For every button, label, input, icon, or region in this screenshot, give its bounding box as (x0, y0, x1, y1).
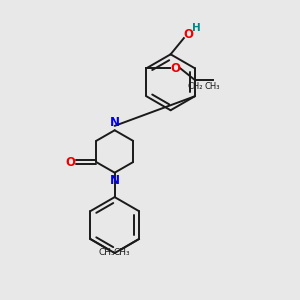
Text: CH₃: CH₃ (114, 248, 130, 257)
Text: O: O (65, 156, 75, 169)
Text: CH₃: CH₃ (99, 248, 115, 257)
Text: O: O (184, 28, 194, 41)
Text: CH₂: CH₂ (187, 82, 203, 91)
Text: N: N (110, 174, 120, 187)
Text: CH₃: CH₃ (205, 82, 220, 91)
Text: O: O (170, 62, 180, 75)
Text: H: H (192, 23, 201, 33)
Text: N: N (110, 116, 120, 129)
